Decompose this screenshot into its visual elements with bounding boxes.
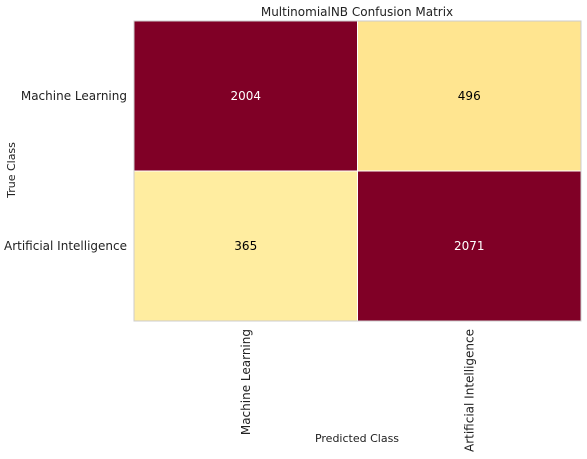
plot-frame <box>133 20 582 322</box>
heatmap-cell <box>357 21 581 171</box>
x-tick-label: Artificial Intelligence <box>462 329 476 452</box>
y-tick-label: Artificial Intelligence <box>4 239 127 253</box>
cell-value-label: 365 <box>234 239 257 253</box>
heatmap-cells <box>134 21 581 321</box>
y-tick-labels: Machine Learning Artificial Intelligence <box>4 89 127 253</box>
cell-value-label: 496 <box>458 89 481 103</box>
y-tick-label: Machine Learning <box>21 89 127 103</box>
heatmap-cell <box>357 171 581 321</box>
cell-value-labels: 2004 496 365 2071 <box>230 89 484 253</box>
cell-value-label: 2004 <box>230 89 261 103</box>
cell-value-label: 2071 <box>454 239 485 253</box>
x-tick-label: Machine Learning <box>239 329 253 435</box>
heatmap-cell <box>134 21 358 171</box>
chart-title: MultinomialNB Confusion Matrix <box>261 5 453 19</box>
heatmap-cell <box>134 171 358 321</box>
x-tick-labels: Machine Learning Artificial Intelligence <box>239 329 477 452</box>
x-axis-label: Predicted Class <box>315 432 399 445</box>
y-axis-label: True Class <box>5 142 18 199</box>
